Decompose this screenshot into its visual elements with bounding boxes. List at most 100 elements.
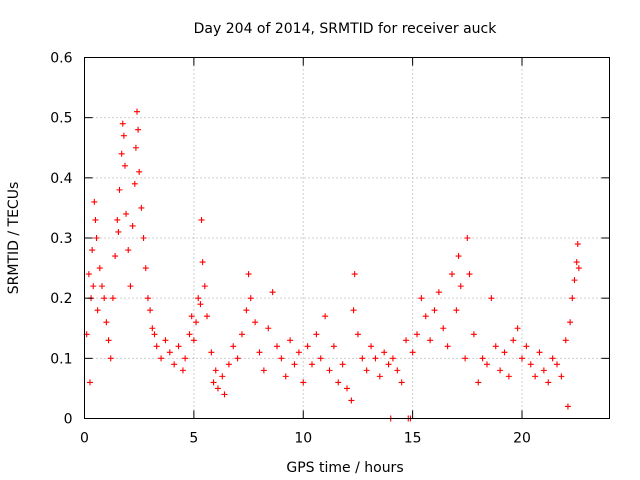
data-point bbox=[317, 355, 324, 362]
data-point bbox=[278, 355, 285, 362]
x-tick-label: 20 bbox=[513, 431, 531, 447]
data-point bbox=[115, 228, 122, 235]
data-point bbox=[85, 271, 92, 278]
data-point bbox=[536, 349, 543, 356]
data-point bbox=[322, 313, 329, 320]
data-point bbox=[427, 337, 434, 344]
data-point bbox=[389, 355, 396, 362]
data-point bbox=[90, 283, 97, 290]
y-tick-label: 0.1 bbox=[50, 351, 72, 367]
y-tick-label: 0.4 bbox=[50, 171, 72, 187]
data-point bbox=[453, 307, 460, 314]
axis-ticks: 0 0.1 0.2 0.3 0.4 0.5 0.6 0 5 10 15 20 bbox=[50, 51, 610, 447]
data-point bbox=[219, 373, 226, 380]
data-point bbox=[247, 295, 254, 302]
data-point bbox=[440, 325, 447, 332]
data-point bbox=[201, 283, 208, 290]
data-point bbox=[121, 162, 128, 169]
data-point bbox=[101, 295, 108, 302]
data-point bbox=[265, 325, 272, 332]
data-point bbox=[138, 204, 145, 211]
data-point bbox=[195, 295, 202, 302]
x-tick-label: 5 bbox=[189, 431, 198, 447]
data-point bbox=[368, 343, 375, 350]
data-point bbox=[198, 216, 205, 223]
chart-title: Day 204 of 2014, SRMTID for receiver auc… bbox=[194, 21, 498, 37]
data-point bbox=[381, 349, 388, 356]
x-tick-label: 10 bbox=[294, 431, 312, 447]
data-point bbox=[501, 349, 508, 356]
data-point bbox=[409, 349, 416, 356]
data-point bbox=[354, 331, 361, 338]
data-point bbox=[418, 295, 425, 302]
data-point bbox=[573, 259, 580, 266]
data-point bbox=[562, 337, 569, 344]
data-point bbox=[149, 325, 156, 332]
data-point bbox=[193, 319, 200, 326]
data-point bbox=[545, 379, 552, 386]
data-point bbox=[245, 271, 252, 278]
data-point bbox=[376, 373, 383, 380]
data-point bbox=[527, 361, 534, 368]
data-point bbox=[212, 367, 219, 374]
data-point bbox=[466, 271, 473, 278]
data-point bbox=[252, 319, 259, 326]
data-point bbox=[197, 301, 204, 308]
data-point bbox=[186, 331, 193, 338]
data-point bbox=[492, 343, 499, 350]
data-point bbox=[119, 120, 126, 127]
data-point bbox=[182, 355, 189, 362]
data-point bbox=[109, 295, 116, 302]
data-point bbox=[569, 295, 576, 302]
data-point bbox=[295, 349, 302, 356]
data-point bbox=[94, 307, 101, 314]
data-point bbox=[523, 343, 530, 350]
data-point bbox=[127, 283, 134, 290]
data-point bbox=[260, 367, 267, 374]
data-point bbox=[166, 349, 173, 356]
data-point bbox=[107, 355, 114, 362]
data-point bbox=[291, 361, 298, 368]
data-point bbox=[532, 373, 539, 380]
data-point bbox=[132, 144, 139, 151]
data-point bbox=[210, 379, 217, 386]
x-axis-label: GPS time / hours bbox=[286, 460, 403, 476]
data-point bbox=[514, 325, 521, 332]
data-point bbox=[505, 373, 512, 380]
data-point bbox=[359, 355, 366, 362]
x-tick-label: 0 bbox=[80, 431, 89, 447]
data-point bbox=[140, 235, 147, 241]
data-point bbox=[385, 361, 392, 368]
data-point bbox=[134, 108, 140, 115]
data-point bbox=[114, 216, 121, 223]
data-point bbox=[131, 180, 138, 187]
data-point bbox=[158, 355, 165, 362]
data-point bbox=[171, 361, 178, 368]
data-point bbox=[199, 259, 206, 266]
data-point bbox=[129, 222, 136, 229]
data-point bbox=[470, 331, 477, 338]
data-point bbox=[162, 337, 169, 344]
data-point bbox=[575, 265, 582, 272]
data-point bbox=[488, 295, 495, 302]
y-axis-label: SRMTID / TECUs bbox=[6, 182, 22, 295]
data-point bbox=[190, 337, 197, 344]
data-point bbox=[123, 210, 130, 217]
data-point bbox=[339, 361, 346, 368]
data-points bbox=[83, 108, 582, 422]
y-tick-label: 0.3 bbox=[50, 231, 72, 247]
data-point bbox=[188, 313, 195, 320]
data-point bbox=[89, 247, 96, 254]
data-point bbox=[363, 367, 370, 374]
data-point bbox=[574, 241, 581, 248]
data-point bbox=[287, 337, 294, 344]
data-point bbox=[464, 235, 471, 241]
data-point bbox=[214, 385, 221, 392]
data-point bbox=[444, 343, 451, 350]
data-point bbox=[372, 355, 379, 362]
data-point bbox=[151, 331, 158, 338]
data-point bbox=[326, 367, 333, 374]
data-point bbox=[153, 343, 160, 350]
data-point bbox=[457, 283, 464, 290]
